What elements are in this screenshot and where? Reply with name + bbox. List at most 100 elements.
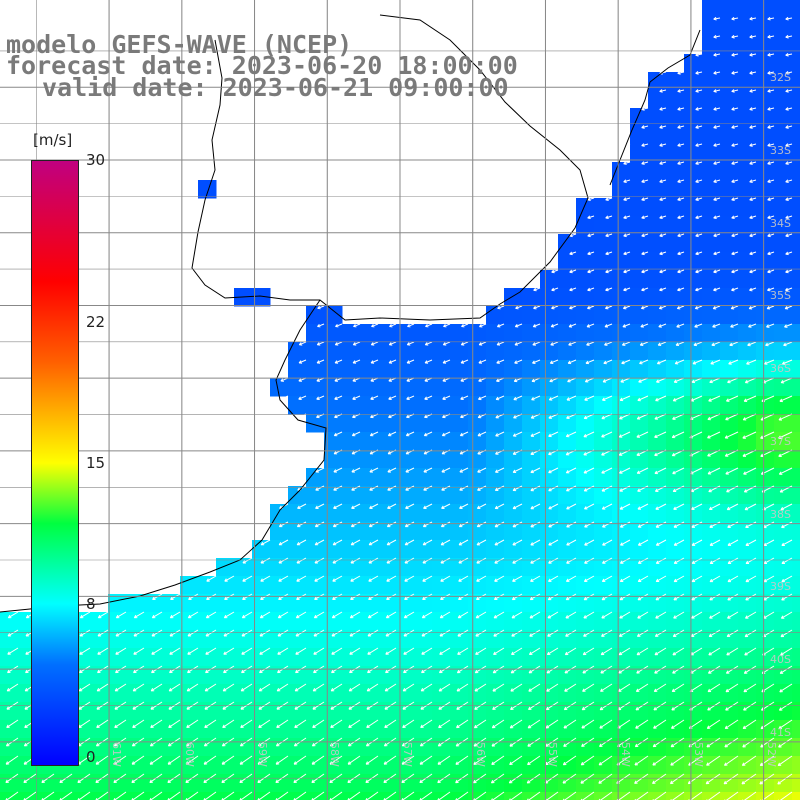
wind-speed-cell (666, 666, 685, 685)
wind-speed-cell (774, 378, 793, 397)
wind-speed-cell (414, 540, 433, 559)
wind-speed-cell (270, 504, 289, 523)
wind-arrow (767, 197, 775, 202)
wind-arrow (258, 683, 271, 692)
wind-speed-cell (702, 684, 721, 703)
wind-arrow (476, 521, 487, 528)
wind-arrow (695, 197, 703, 202)
wind-arrow (421, 647, 433, 655)
wind-speed-cell (720, 666, 739, 685)
wind-speed-cell (702, 18, 721, 37)
wind-arrow (351, 431, 361, 437)
wind-speed-cell (612, 612, 631, 631)
wind-arrow (368, 539, 379, 546)
wind-arrow (131, 755, 145, 765)
wind-speed-cell (306, 612, 325, 631)
wind-speed-cell (252, 576, 271, 595)
wind-arrow (713, 107, 721, 111)
wind-arrow (619, 611, 631, 619)
wind-speed-cell (684, 630, 703, 649)
wind-speed-cell (504, 324, 523, 343)
wind-speed-cell (486, 630, 505, 649)
wind-speed-cell (558, 666, 577, 685)
wind-speed-cell (684, 180, 703, 199)
wind-speed-cell (702, 198, 721, 217)
wind-arrow (580, 755, 595, 766)
wind-speed-cell (252, 702, 271, 721)
wind-speed-cell (630, 306, 649, 325)
wind-speed-cell (396, 378, 415, 397)
wind-speed-cell (738, 594, 757, 613)
wind-arrow (778, 431, 793, 439)
wind-arrow (782, 359, 793, 365)
wind-arrow (710, 359, 721, 365)
wind-arrow (439, 647, 451, 655)
wind-speed-cell (630, 180, 649, 199)
wind-speed-cell (486, 594, 505, 613)
wind-speed-cell (450, 702, 469, 721)
wind-arrow (512, 467, 523, 473)
wind-arrow (731, 16, 739, 21)
wind-speed-cell (432, 432, 451, 451)
wind-speed-cell (684, 504, 703, 523)
wind-arrow (569, 269, 577, 274)
wind-speed-cell (666, 180, 685, 199)
wind-speed-cell (792, 108, 800, 127)
wind-arrow (749, 251, 757, 256)
wind-arrow (350, 539, 361, 546)
wind-speed-cell (558, 306, 577, 325)
wind-arrow (605, 179, 613, 183)
wind-speed-cell (792, 270, 800, 289)
wind-speed-cell (702, 702, 721, 721)
wind-arrow (653, 701, 667, 711)
wind-speed-cell (720, 792, 739, 800)
wind-speed-cell (648, 270, 667, 289)
wind-speed-cell (324, 504, 343, 523)
wind-arrow (369, 503, 379, 509)
wind-arrow (296, 521, 307, 528)
wind-arrow (623, 269, 631, 274)
wind-arrow (677, 287, 685, 292)
wind-speed-cell (756, 306, 775, 325)
wind-arrow (601, 503, 613, 510)
wind-speed-cell (630, 540, 649, 559)
wind-arrow (389, 323, 397, 328)
wind-arrow (476, 557, 487, 564)
wind-arrow (677, 269, 685, 274)
wind-arrow (562, 755, 577, 766)
wind-arrow (744, 377, 757, 384)
wind-speed-cell (702, 432, 721, 451)
wind-arrow (566, 557, 577, 564)
wind-arrow (333, 467, 343, 473)
wind-speed-cell (54, 774, 73, 793)
wind-speed-cell (342, 756, 361, 775)
wind-speed-cell (756, 0, 775, 19)
wind-arrow (670, 737, 685, 748)
wind-speed-cell (756, 162, 775, 181)
wind-arrow (473, 755, 487, 765)
wind-arrow (763, 539, 775, 546)
wind-speed-cell (666, 648, 685, 667)
wind-arrow (655, 521, 667, 528)
wind-speed-cell (414, 576, 433, 595)
wind-speed-cell (702, 216, 721, 235)
wind-arrow (587, 305, 595, 310)
wind-speed-cell (702, 180, 721, 199)
wind-speed-cell (792, 360, 800, 379)
wind-arrow (586, 341, 595, 346)
wind-arrow (601, 575, 613, 582)
wind-arrow (241, 611, 253, 619)
wind-speed-cell (360, 702, 379, 721)
wind-speed-cell (558, 396, 577, 415)
wind-speed-cell (306, 540, 325, 559)
wind-arrow (785, 179, 793, 183)
wind-speed-cell (720, 774, 739, 793)
wind-speed-cell (126, 612, 145, 631)
wind-speed-cell (306, 486, 325, 505)
colorbar-unit: [m/s] (33, 131, 73, 149)
wind-arrow (494, 557, 505, 564)
wind-speed-cell (540, 612, 559, 631)
wind-speed-cell (738, 54, 757, 73)
wind-speed-cell (378, 324, 397, 343)
wind-arrow (677, 179, 685, 183)
